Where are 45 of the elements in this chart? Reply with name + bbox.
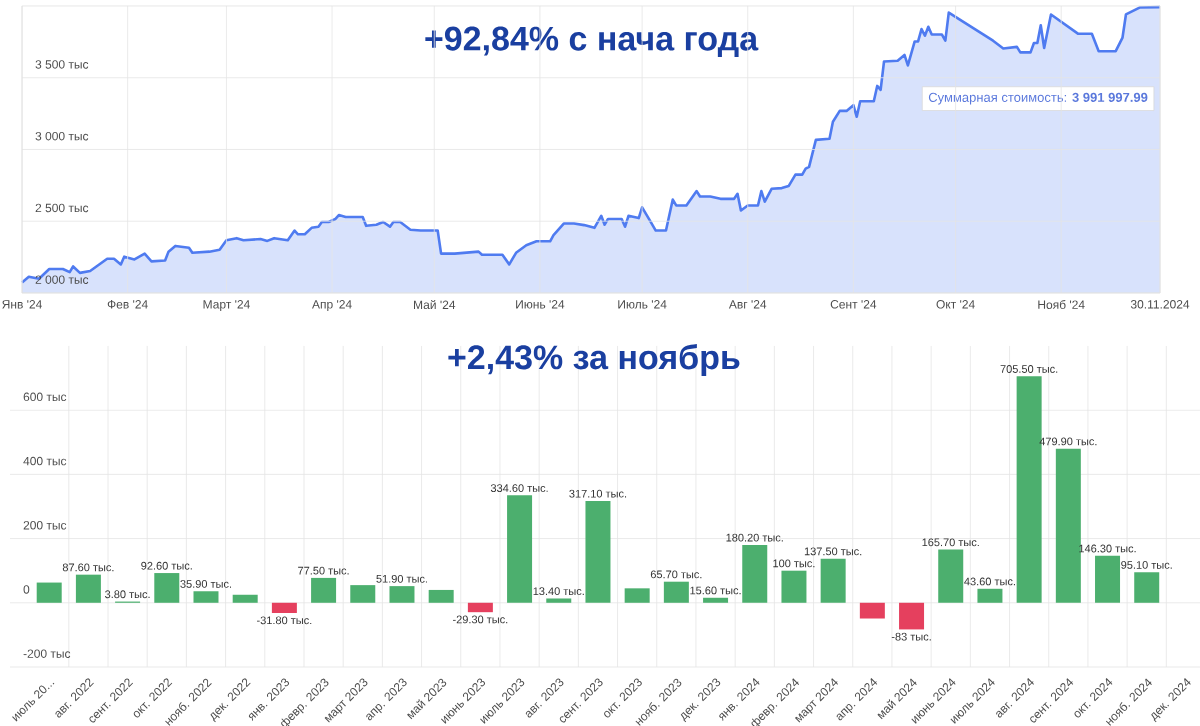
data-label: 43.60 тыс. [964, 577, 1015, 586]
data-label: 100 тыс. [773, 559, 815, 568]
x-tick-label: Нояб '24 [1038, 300, 1085, 309]
data-label: 3.80 тыс. [105, 590, 150, 599]
data-label: 180.20 тыс. [726, 533, 783, 542]
y-tick-label: -200 тыс [23, 649, 71, 658]
data-label: 95.10 тыс. [1121, 561, 1172, 569]
data-label: 77.50 тыс. [298, 566, 349, 575]
x-tick-label: Май '24 [414, 300, 456, 310]
y-tick-label: 0 [23, 585, 30, 594]
x-tick-label: Авг '24 [728, 300, 767, 309]
x-tick-label: Сент '24 [830, 300, 877, 309]
y-tick-label: 400 тыс [23, 456, 67, 466]
data-label: 87.60 тыс. [62, 563, 114, 572]
data-label: 35.90 тыс. [180, 580, 231, 588]
x-tick-label: Июль '24 [618, 300, 667, 309]
x-tick-label: Янв '24 [2, 300, 42, 309]
x-tick-label: Фев '24 [107, 300, 148, 309]
data-label: 137.50 тыс. [804, 547, 862, 556]
chart-title: +2,43% за ноябрь [448, 344, 740, 377]
y-tick-label: 2 500 тыс [35, 203, 89, 213]
data-label: 317.10 тыс. [569, 489, 627, 498]
annotation: Суммарная стоимость: 3 991 997.99 [928, 92, 1148, 105]
data-label: 51.90 тыс. [376, 574, 427, 583]
x-tick-label: Окт '24 [936, 300, 975, 309]
text: +92,84% с нача года [425, 26, 759, 58]
y-tick-label: 600 тыс [23, 392, 67, 402]
data-label: -29.30 тыс. [453, 615, 508, 624]
y-tick-label: 3 500 тыс [35, 60, 89, 69]
x-tick-label: 30.11.2024 [1130, 300, 1190, 309]
data-label: 15.60 тыс. [690, 586, 741, 595]
x-tick-label: Март '24 [203, 300, 250, 311]
data-label: -83 тыс. [891, 632, 931, 641]
data-label: 65.70 тыс. [650, 570, 702, 579]
data-label: 165.70 тыс. [922, 538, 979, 547]
x-tick-label: Июнь '24 [516, 300, 565, 309]
y-tick-label: 2 000 тыс [35, 275, 89, 284]
data-label: 334.60 тыс. [490, 484, 548, 492]
y-tick-label: 200 тыс [23, 521, 67, 530]
data-label: 705.50 тыс. [1000, 365, 1058, 373]
data-label: 13.40 тыс. [533, 587, 584, 596]
data-label: -31.80 тыс. [257, 616, 312, 625]
x-tick-label: Апр '24 [312, 300, 352, 311]
data-label: 92.60 тыс. [141, 561, 192, 570]
y-tick-label: 3 000 тыс [35, 131, 89, 141]
